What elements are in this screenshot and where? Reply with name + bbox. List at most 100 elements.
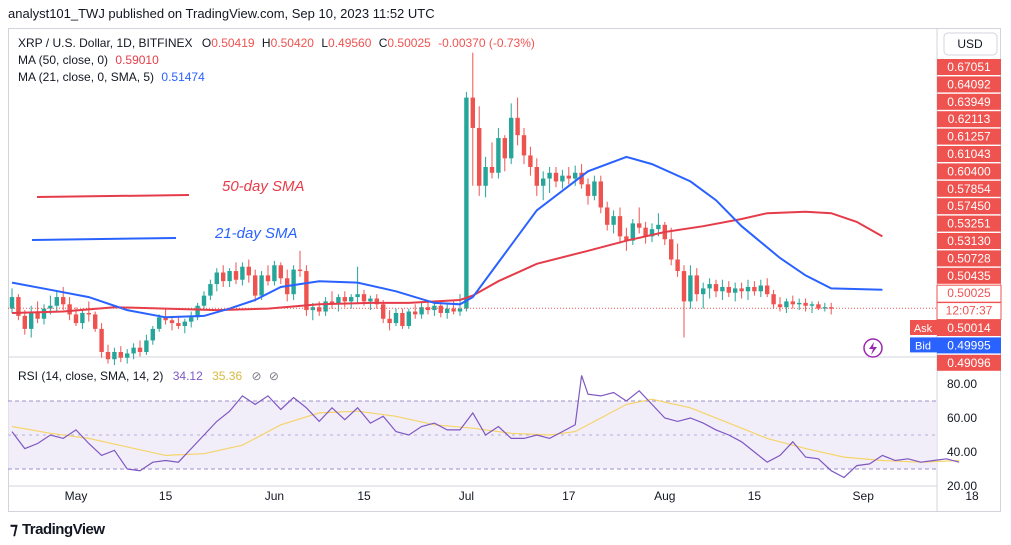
candle-body [605,207,610,225]
candle-body [585,184,591,196]
candle-body [304,271,309,311]
rsi-scale-label: 20.00 [947,479,977,493]
publisher-line: analyst101_TWJ published on TradingView.… [8,6,435,21]
candle-body [93,314,98,329]
candle-body [323,301,328,312]
time-axis-label: 15 [357,489,371,503]
candle-body [515,117,520,136]
price-label-bg [937,354,1001,371]
candle-body [265,275,271,282]
price-label-bg [937,76,1001,93]
tradingview-logo-icon: ⁊ [10,521,18,538]
settings-icon: ⊘ [269,369,279,383]
candle-body [502,138,507,159]
price-label: 0.53251 [947,217,991,231]
candle-body [598,181,603,208]
candle-body [99,328,104,352]
candle-body [195,305,200,318]
price-label: 0.67051 [947,60,991,74]
price-label: 0.63949 [947,95,991,109]
candle-body [112,352,117,360]
candle-body [816,304,821,309]
ma50-line[interactable] [11,210,883,314]
rsi-line[interactable] [11,375,960,479]
candle-body [752,286,757,292]
candle-body [573,172,578,179]
currency-button[interactable] [943,32,998,56]
brand-name: TradingView [21,520,105,538]
price-label: 12:07:37 [946,304,993,318]
price-label: 0.53130 [947,234,991,248]
legend-symbol-row: XRP / U.S. Dollar, 1D, BITFINEX O0.50419… [18,36,535,50]
ma21-line[interactable] [11,155,883,319]
rsi-scale[interactable]: 80.00 60.00 40.00 20.00 [947,377,977,493]
footer-brand[interactable]: ⁊ TradingView [10,519,105,539]
candle-body [393,312,399,324]
price-label: 0.57450 [947,199,991,213]
visibility-icon: ⊘ [251,369,261,383]
price-label-bg [937,93,1001,110]
candle-body [579,172,584,185]
candle-body [630,223,635,241]
candle-body [688,275,693,302]
candle-body [560,175,565,182]
candle-body [669,239,674,260]
time-axis-label: 15 [159,489,173,503]
candle-body [291,269,296,295]
price-label-bg [937,198,1001,215]
price-label: 0.62113 [948,112,991,126]
candle-body [784,301,789,308]
price-label: 0.61043 [947,147,991,161]
candle-body [272,265,277,282]
price-label-bg [937,146,1001,162]
price-label: 0.50014 [947,321,991,335]
price-label-bg [937,250,1001,267]
candle-body [694,275,699,295]
candle-body [611,216,616,225]
candle-body [707,284,712,289]
price-label: 0.57854 [947,182,991,196]
candle-body [451,308,456,312]
candle-body [253,275,258,296]
price-label: 0.61257 [947,130,991,144]
time-axis-label: Sep [853,489,875,503]
candle-body [310,307,315,311]
bid-tag-label: Bid [915,340,931,352]
currency-button-label[interactable]: USD [957,37,983,51]
candle-body [221,272,226,282]
candle-body [48,305,53,309]
legend-rsi-row: RSI (14, close, SMA, 14, 2) 34.12 35.36 … [18,369,279,383]
ask-tag-label: Ask [914,323,933,335]
candle-body [528,155,533,167]
lightning-icon[interactable] [863,338,883,358]
candle-body [566,175,571,179]
candle-body [368,298,373,302]
price-label-bg [937,180,1001,197]
price-label: 0.50728 [947,251,991,265]
rsi-ma-line[interactable] [11,398,960,463]
time-axis-label: 15 [748,489,762,503]
candle-body [118,352,123,358]
price-label-bg [937,233,1001,249]
time-axis[interactable]: May 15 Jun 15 Jul 17 Aug 15 Sep 18 [65,489,979,503]
candle-body [733,288,738,293]
candle-body [278,265,283,279]
candle-body [406,311,411,326]
candle-body [649,229,655,237]
candle-body [681,271,687,302]
time-axis-label: Aug [654,489,675,503]
candle-body [624,236,629,241]
candle-body [489,166,495,173]
candle-body [105,352,111,360]
price-label-bg [937,215,1001,232]
candle-body [150,328,155,341]
candle-body [809,304,815,306]
price-scale[interactable]: 0.67051 0.64092 0.63949 0.62113 0.61257 0.610… [910,59,1002,371]
candle-body [246,266,251,276]
candle-body [771,294,776,305]
candle-body [553,172,559,182]
candle-body [758,285,763,292]
candle-body [521,135,527,156]
price-label: 0.50025 [947,286,991,300]
